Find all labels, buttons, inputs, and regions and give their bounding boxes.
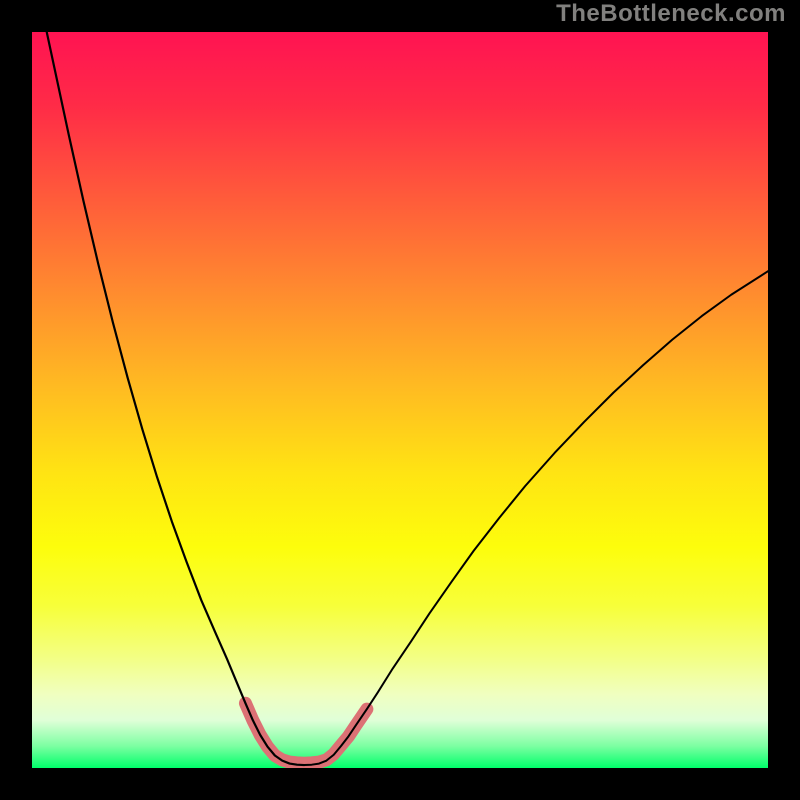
bottleneck-curve-chart — [0, 0, 800, 800]
chart-frame: { "meta": { "width_px": 800, "height_px"… — [0, 0, 800, 800]
watermark-text: TheBottleneck.com — [556, 0, 786, 28]
